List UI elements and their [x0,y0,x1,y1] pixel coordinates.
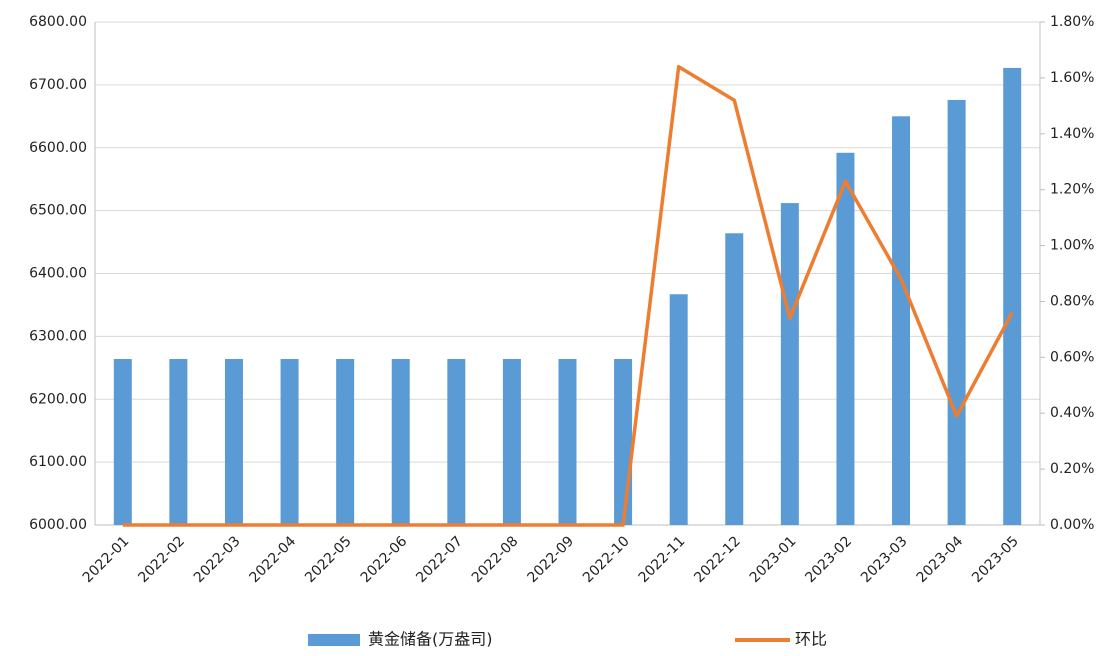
bar [669,294,688,525]
y2-tick-label: 1.80% [1050,14,1094,30]
bar [780,203,799,525]
bar [892,116,911,525]
y-tick-label: 6800.00 [29,14,87,30]
y2-tick-label: 0.80% [1050,293,1094,309]
x-tick-label: 2023-04 [914,533,967,586]
x-tick-label: 2022-09 [524,533,577,586]
x-tick-label: 2022-01 [80,533,133,586]
x-tick-label: 2022-05 [302,533,355,586]
bar [447,359,466,525]
legend-swatch [308,634,360,646]
y2-tick-label: 1.00% [1050,238,1094,254]
x-tick-label: 2023-01 [747,533,800,586]
bar [502,359,521,525]
y2-tick-label: 1.20% [1050,182,1094,198]
x-tick-label: 2022-10 [580,533,633,586]
x-tick-label: 2022-06 [358,533,411,586]
y2-tick-label: 0.60% [1050,349,1094,365]
y-tick-label: 6700.00 [29,77,87,93]
y2-tick-label: 1.60% [1050,70,1094,86]
bar [169,359,188,525]
y2-tick-label: 0.40% [1050,405,1094,421]
y-tick-label: 6300.00 [29,328,87,344]
bar [1003,67,1022,526]
x-tick-label: 2022-07 [413,533,466,586]
bar [836,152,855,525]
y2-tick-label: 0.00% [1050,517,1094,533]
bar [558,359,577,525]
x-tick-label: 2022-02 [135,533,188,586]
legend-label: 环比 [795,630,827,649]
x-tick-label: 2022-03 [191,533,244,586]
bar [336,359,355,525]
y2-tick-label: 0.20% [1050,461,1094,477]
legend-label: 黄金储备(万盎司) [368,630,493,649]
x-tick-label: 2023-05 [969,533,1022,586]
y-tick-label: 6200.00 [29,391,87,407]
bar [614,359,633,525]
x-tick-label: 2022-04 [247,533,300,586]
line [122,64,1014,527]
y-tick-label: 6400.00 [29,266,87,282]
y-tick-label: 6100.00 [29,454,87,470]
x-tick-label: 2022-12 [691,533,744,586]
x-tick-label: 2023-02 [802,533,855,586]
bar [391,359,410,525]
bar [113,359,132,525]
bar [280,359,299,525]
bar [725,233,744,525]
x-tick-label: 2022-11 [636,533,689,586]
y-tick-label: 6500.00 [29,203,87,219]
bar [224,359,243,525]
y2-tick-label: 1.40% [1050,126,1094,142]
x-tick-label: 2022-08 [469,533,522,586]
bar [947,99,966,525]
y-tick-label: 6000.00 [29,517,87,533]
x-tick-label: 2023-03 [858,533,911,586]
y-tick-label: 6600.00 [29,140,87,156]
